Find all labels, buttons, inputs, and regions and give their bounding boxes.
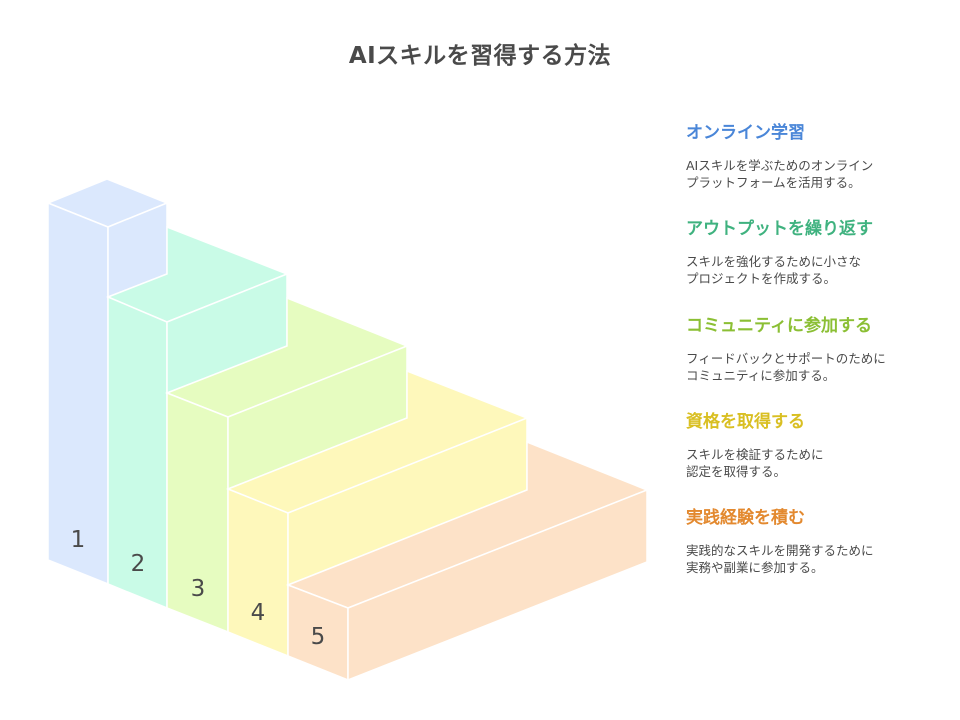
- step-4-item: 資格を取得する スキルを検証するために 認定を取得する。: [686, 407, 946, 480]
- step-4-description: スキルを検証するために 認定を取得する。: [686, 447, 824, 479]
- step-1-item: オンライン学習 AIスキルを学ぶためのオンライン プラットフォームを活用する。: [686, 118, 946, 191]
- step-1-title: オンライン学習: [686, 123, 805, 143]
- step-4-title: 資格を取得する: [686, 412, 805, 432]
- step-2-number: 2: [131, 551, 146, 577]
- step-2-description: スキルを強化するために小さな プロジェクトを作成する。: [686, 254, 862, 286]
- step-5-item: 実践経験を積む 実践的なスキルを開発するために 実務や副業に参加する。: [686, 503, 946, 576]
- step-4-number: 4: [251, 600, 266, 626]
- step-1-number: 1: [71, 527, 86, 553]
- step-5-side: [347, 488, 648, 682]
- step-5-block: 5: [285, 440, 650, 682]
- step-1-block: 1: [45, 178, 170, 586]
- step-1-description: AIスキルを学ぶためのオンライン プラットフォームを活用する。: [686, 158, 874, 190]
- step-4-block: 4: [225, 369, 530, 658]
- step-3-description: フィードバックとサポートのために コミュニティに参加する。: [686, 351, 886, 383]
- page-title: AIスキルを習得する方法: [348, 43, 612, 69]
- step-4-front: [227, 487, 289, 658]
- step-3-item: コミュニティに参加する フィードバックとサポートのために コミュニティに参加する…: [686, 311, 946, 384]
- step-2-block: 2: [106, 225, 290, 610]
- step-5-number: 5: [311, 624, 326, 650]
- step-3-block: 3: [164, 296, 410, 634]
- step-5-title: 実践経験を積む: [686, 508, 805, 528]
- step-2-item: アウトプットを繰り返す スキルを強化するために小さな プロジェクトを作成する。: [686, 214, 946, 287]
- step-2-title: アウトプットを繰り返す: [686, 219, 873, 239]
- step-3-number: 3: [191, 576, 206, 602]
- step-5-description: 実践的なスキルを開発するために 実務や副業に参加する。: [686, 543, 874, 575]
- step-3-title: コミュニティに参加する: [686, 316, 872, 336]
